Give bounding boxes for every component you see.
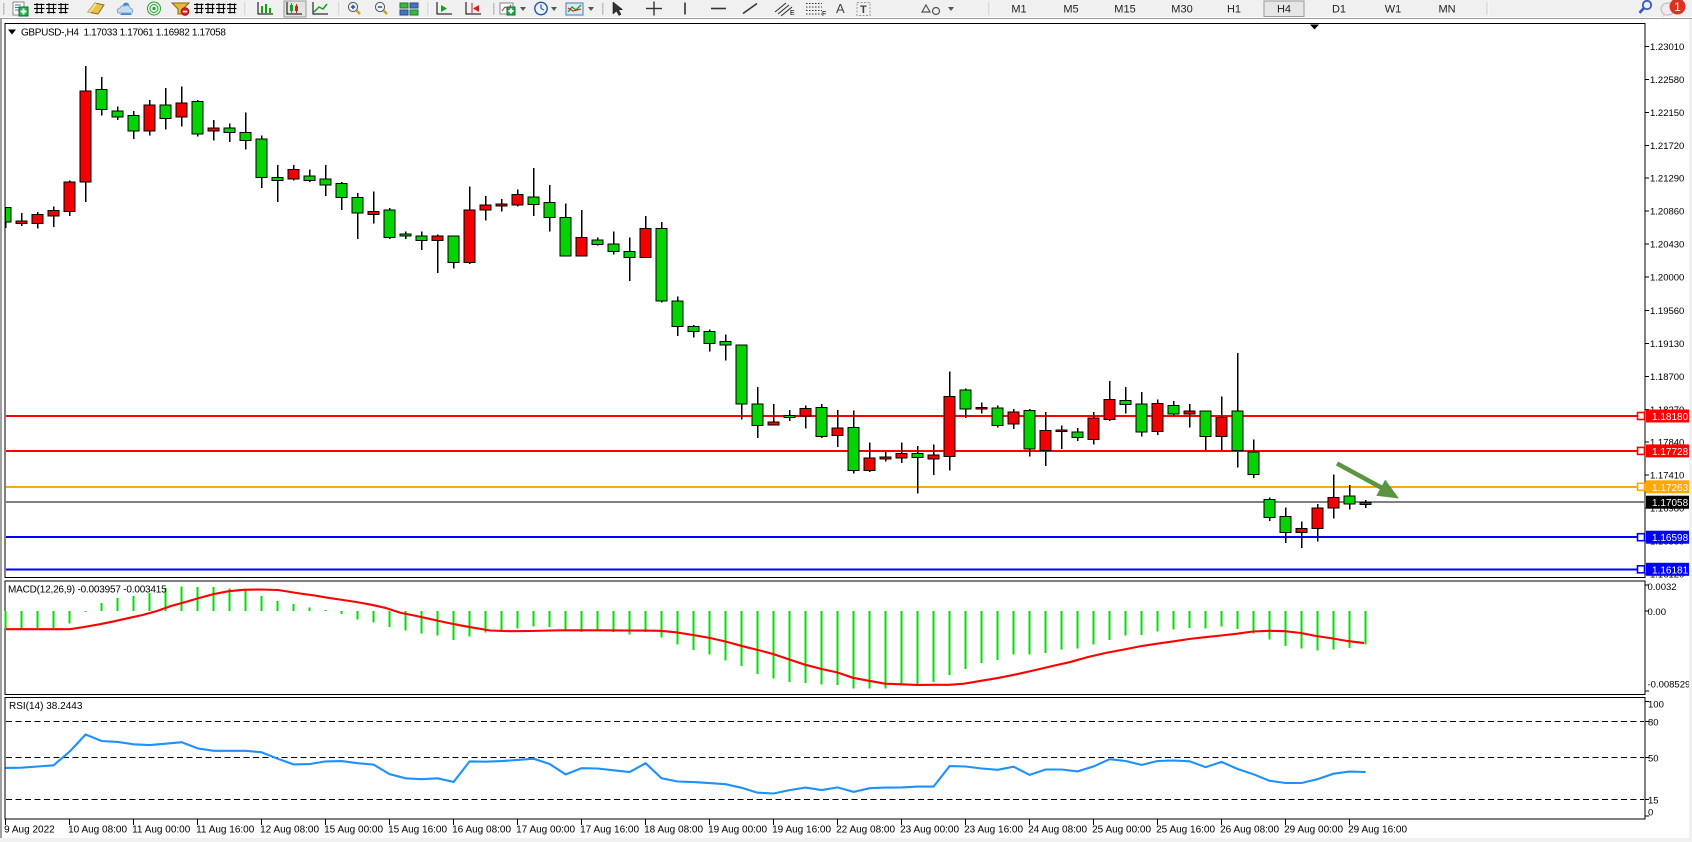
svg-text:MACD(12,26,9) -0.003957 -0.003: MACD(12,26,9) -0.003957 -0.003415 xyxy=(8,585,167,596)
svg-text:T: T xyxy=(860,4,867,16)
svg-text:80: 80 xyxy=(1648,718,1659,729)
svg-text:1.17058: 1.17058 xyxy=(1652,498,1689,509)
svg-text:25 Aug 16:00: 25 Aug 16:00 xyxy=(1156,825,1215,836)
svg-text:1.18180: 1.18180 xyxy=(1652,412,1689,423)
svg-text:RSI(14) 38.2443: RSI(14) 38.2443 xyxy=(9,701,83,712)
svg-text:1.16980: 1.16980 xyxy=(1650,504,1684,515)
svg-text:29 Aug 16:00: 29 Aug 16:00 xyxy=(1348,825,1407,836)
svg-text:24 Aug 08:00: 24 Aug 08:00 xyxy=(1028,825,1087,836)
svg-text:1.17728: 1.17728 xyxy=(1652,447,1689,458)
svg-text:1.23010: 1.23010 xyxy=(1650,42,1684,53)
svg-text:1.20000: 1.20000 xyxy=(1650,272,1684,283)
svg-text:1.19560: 1.19560 xyxy=(1650,306,1684,317)
svg-text:1.16598: 1.16598 xyxy=(1652,533,1689,544)
svg-text:M15: M15 xyxy=(1114,4,1135,16)
svg-text:12 Aug 08:00: 12 Aug 08:00 xyxy=(260,825,319,836)
svg-text:11 Aug 00:00: 11 Aug 00:00 xyxy=(132,825,191,836)
svg-text:10 Aug 08:00: 10 Aug 08:00 xyxy=(68,825,127,836)
svg-text:MN: MN xyxy=(1438,4,1455,16)
svg-text:29 Aug 00:00: 29 Aug 00:00 xyxy=(1284,825,1343,836)
svg-text:F: F xyxy=(822,11,826,18)
svg-text:0.00: 0.00 xyxy=(1648,607,1667,618)
svg-text:15: 15 xyxy=(1648,796,1659,807)
svg-text:M1: M1 xyxy=(1011,4,1026,16)
svg-text:23 Aug 00:00: 23 Aug 00:00 xyxy=(900,825,959,836)
svg-text:H1: H1 xyxy=(1227,4,1241,16)
svg-text:17 Aug 00:00: 17 Aug 00:00 xyxy=(516,825,575,836)
svg-text:1.17840: 1.17840 xyxy=(1650,438,1684,449)
svg-text:1: 1 xyxy=(1674,0,1681,14)
svg-text:1.16181: 1.16181 xyxy=(1652,565,1689,576)
svg-text:18 Aug 08:00: 18 Aug 08:00 xyxy=(644,825,703,836)
svg-text:26 Aug 08:00: 26 Aug 08:00 xyxy=(1220,825,1279,836)
svg-text:17 Aug 16:00: 17 Aug 16:00 xyxy=(580,825,639,836)
svg-text:0: 0 xyxy=(1648,808,1653,819)
svg-text:9 Aug 2022: 9 Aug 2022 xyxy=(4,825,55,836)
svg-text:22 Aug 08:00: 22 Aug 08:00 xyxy=(836,825,895,836)
svg-text:1.20860: 1.20860 xyxy=(1650,207,1684,218)
svg-text:1.22150: 1.22150 xyxy=(1650,108,1684,119)
svg-text:23 Aug 16:00: 23 Aug 16:00 xyxy=(964,825,1023,836)
svg-text:-0.008529: -0.008529 xyxy=(1648,680,1691,691)
svg-text:1.22580: 1.22580 xyxy=(1650,75,1684,86)
svg-text:1.21290: 1.21290 xyxy=(1650,174,1684,185)
svg-text:M5: M5 xyxy=(1063,4,1078,16)
svg-text:M30: M30 xyxy=(1171,4,1192,16)
svg-text:100: 100 xyxy=(1648,700,1664,711)
svg-text:15 Aug 00:00: 15 Aug 00:00 xyxy=(324,825,383,836)
svg-text:W1: W1 xyxy=(1385,4,1402,16)
svg-text:50: 50 xyxy=(1648,754,1659,765)
svg-text:E: E xyxy=(790,10,795,17)
svg-text:1.18700: 1.18700 xyxy=(1650,372,1684,383)
svg-text:25 Aug 00:00: 25 Aug 00:00 xyxy=(1092,825,1151,836)
svg-text:1.19130: 1.19130 xyxy=(1650,339,1684,350)
svg-text:A: A xyxy=(836,1,845,16)
svg-text:H4: H4 xyxy=(1277,4,1291,16)
svg-text:1.17263: 1.17263 xyxy=(1652,483,1689,494)
svg-text:1.20430: 1.20430 xyxy=(1650,240,1684,251)
svg-text:1.21720: 1.21720 xyxy=(1650,141,1684,152)
svg-text:19 Aug 00:00: 19 Aug 00:00 xyxy=(708,825,767,836)
svg-text:16 Aug 08:00: 16 Aug 08:00 xyxy=(452,825,511,836)
svg-text:1.17410: 1.17410 xyxy=(1650,471,1684,482)
svg-text:11 Aug 16:00: 11 Aug 16:00 xyxy=(196,825,255,836)
svg-text:GBPUSD-,H4 1.17033 1.17061 1.: GBPUSD-,H4 1.17033 1.17061 1.16982 1.170… xyxy=(21,28,226,39)
svg-text:0.0032: 0.0032 xyxy=(1648,582,1677,593)
svg-text:15 Aug 16:00: 15 Aug 16:00 xyxy=(388,825,447,836)
svg-text:19 Aug 16:00: 19 Aug 16:00 xyxy=(772,825,831,836)
svg-text:D1: D1 xyxy=(1332,4,1346,16)
